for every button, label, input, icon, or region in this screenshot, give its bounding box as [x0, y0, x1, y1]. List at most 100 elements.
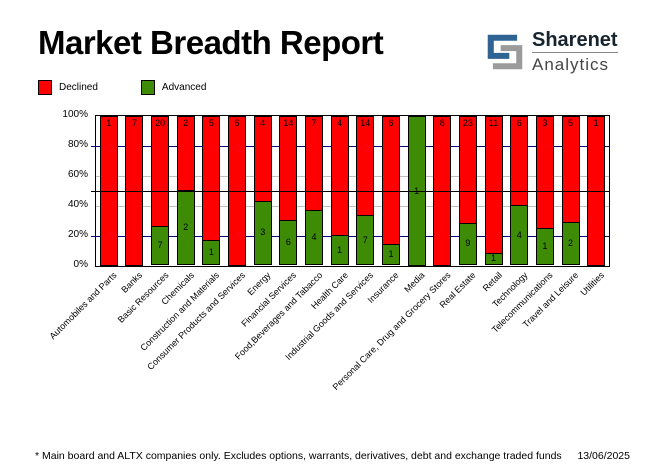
bar-basic-resources: 20 7: [151, 116, 170, 266]
advanced-segment: 1: [330, 235, 349, 265]
legend-label: Declined: [59, 82, 98, 93]
declined-value: 3: [542, 118, 548, 128]
declined-segment: 7: [305, 116, 324, 212]
advanced-value: 6: [285, 237, 291, 247]
bar-financial-services: 14 6: [279, 116, 298, 266]
declined-value: 6: [516, 118, 522, 128]
bar-retail: 11 1: [484, 116, 503, 266]
declined-segment: 2: [176, 116, 195, 191]
declined-segment: 20: [151, 116, 170, 228]
declined-value: 1: [593, 118, 599, 128]
legend-swatch-declined: [38, 80, 52, 95]
chart-legend: Declined Advanced: [38, 80, 206, 95]
x-category-label: Retail: [480, 270, 504, 294]
advanced-value: 1: [542, 240, 548, 251]
advanced-segment: 2: [176, 190, 195, 265]
declined-segment: 14: [279, 116, 298, 221]
logo-brand-name: Sharenet: [532, 29, 618, 51]
advanced-value: 7: [362, 234, 368, 245]
advanced-value: 2: [183, 222, 189, 232]
declined-value: 4: [260, 118, 266, 128]
declined-segment: 5: [561, 116, 580, 224]
declined-segment: 4: [253, 116, 272, 202]
footnote: * Main board and ALTX companies only. Ex…: [35, 450, 562, 462]
y-tick-label-80pct: 80%: [67, 139, 88, 150]
gridline-40: [96, 206, 609, 207]
advanced-value: 1: [208, 247, 214, 257]
x-category-label: Utilities: [578, 270, 607, 298]
y-tick-label-20pct: 20%: [67, 229, 88, 240]
advanced-value: 2: [568, 238, 574, 249]
declined-segment: 6: [381, 116, 400, 245]
advanced-segment: 7: [356, 215, 375, 265]
plot-area: 172072251643146744114761182391116431521: [91, 115, 610, 267]
advanced-segment: 1: [202, 240, 221, 265]
y-tick-label-100pct: 100%: [62, 109, 88, 120]
declined-value: 7: [311, 118, 317, 128]
advanced-value: 4: [311, 232, 317, 243]
gridline-60: [96, 176, 609, 177]
footer: * Main board and ALTX companies only. Ex…: [35, 450, 630, 462]
advanced-value: 1: [337, 244, 343, 255]
reference-line-50pct: [91, 191, 609, 192]
gridline-20: [91, 236, 609, 237]
declined-value: 6: [234, 118, 240, 128]
gridline-80: [91, 146, 609, 147]
logo-brand-sub: Analytics: [532, 55, 610, 74]
declined-value: 14: [283, 118, 294, 128]
declined-segment: 14: [356, 116, 375, 216]
declined-value: 7: [131, 118, 137, 128]
declined-segment: 23: [458, 116, 477, 224]
advanced-segment: 6: [279, 220, 298, 265]
bar-real-estate: 23 9: [458, 116, 477, 266]
advanced-value: 3: [260, 227, 266, 238]
advanced-segment: 1: [484, 252, 503, 265]
advanced-segment: 7: [151, 226, 170, 265]
y-tick-label-60pct: 60%: [67, 169, 88, 180]
legend-item-advanced: Advanced: [140, 80, 207, 95]
advanced-segment: 9: [458, 222, 477, 265]
advanced-value: 1: [388, 248, 394, 259]
declined-value: 1: [106, 118, 112, 128]
y-tick-label-40pct: 40%: [67, 199, 88, 210]
declined-value: 2: [183, 118, 189, 128]
advanced-segment: 4: [305, 210, 324, 265]
declined-value: 5: [208, 118, 214, 128]
page-title: Market Breadth Report: [38, 24, 384, 61]
advanced-segment: 1: [381, 243, 400, 265]
report-date: 13/06/2025: [577, 450, 630, 462]
declined-value: 6: [388, 118, 394, 128]
declined-value: 11: [488, 118, 499, 128]
advanced-segment: 4: [510, 205, 529, 265]
legend-label: Advanced: [161, 82, 207, 93]
advanced-segment: 2: [561, 222, 580, 265]
declined-value: 4: [337, 118, 343, 128]
advanced-value: 9: [465, 238, 471, 249]
declined-value: 8: [439, 118, 445, 128]
sharenet-s-icon: [487, 34, 523, 69]
advanced-value: 1: [491, 253, 497, 264]
advanced-segment: 3: [253, 200, 272, 265]
y-tick-label-0pct: 0%: [73, 259, 88, 270]
advanced-value: 4: [516, 229, 522, 240]
x-category-label: Automobiles and Parts: [47, 270, 119, 342]
declined-value: 5: [568, 118, 574, 128]
advanced-value: 7: [157, 240, 163, 251]
declined-value: 14: [360, 118, 371, 128]
logo-divider: [532, 52, 618, 53]
declined-segment: 3: [535, 116, 554, 229]
sharenet-logo-text: Sharenet Analytics: [532, 29, 618, 74]
declined-segment: 11: [484, 116, 503, 254]
advanced-segment: 1: [535, 227, 554, 265]
legend-swatch-advanced: [140, 80, 155, 95]
sharenet-logo: Sharenet Analytics: [486, 29, 618, 74]
declined-segment: 5: [202, 116, 221, 241]
